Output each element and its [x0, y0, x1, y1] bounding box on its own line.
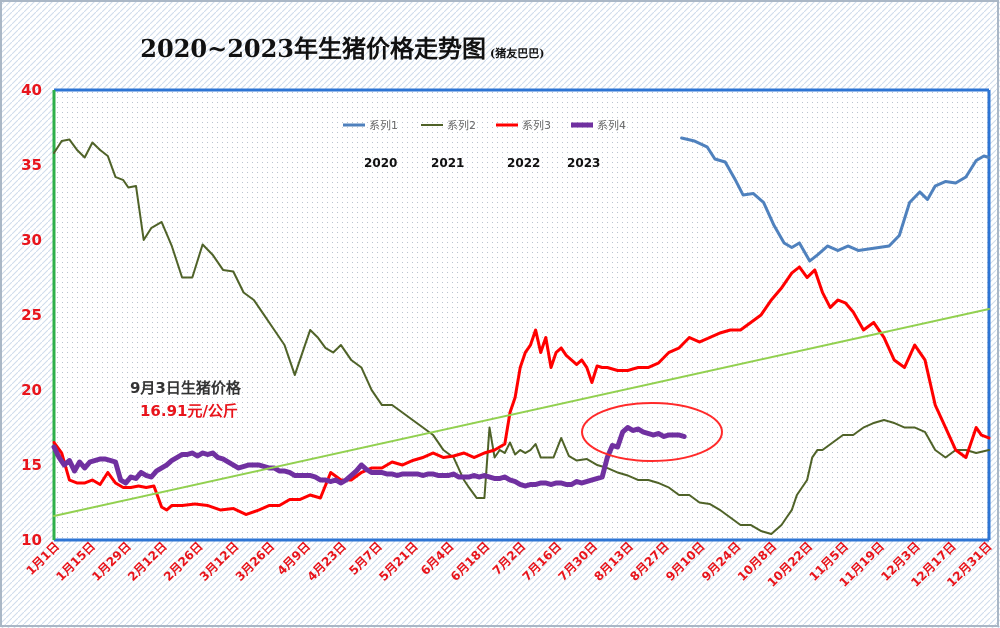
legend-year-2021: 2021 [431, 156, 464, 170]
legend-label-series2: 系列2 [447, 118, 476, 132]
legend: 系列1 系列2 系列3 系列4 2020 2021 2022 2023 [343, 118, 626, 170]
highlight-ellipse [581, 402, 723, 462]
trend-line [53, 308, 990, 517]
series-line-1 [680, 136, 991, 263]
chart-subtitle: (猪友巴巴) [490, 46, 544, 60]
chart-title: 2020~2023年生猪价格走势图 [140, 34, 486, 63]
annotation-price-label: 16.91元/公斤 [140, 402, 238, 420]
legend-year-2022: 2022 [507, 156, 540, 170]
y-tick-label: 15 [21, 456, 42, 474]
y-tick-label: 20 [21, 381, 42, 399]
y-tick-label: 40 [21, 81, 42, 99]
legend-label-series4: 系列4 [597, 118, 626, 132]
legend-year-2020: 2020 [364, 156, 397, 170]
annotation-date-label: 9月3日生猪价格 [130, 379, 242, 397]
y-tick-label: 25 [21, 306, 42, 324]
y-tick-label: 30 [21, 231, 42, 249]
legend-label-series3: 系列3 [522, 118, 551, 132]
series-line-2 [53, 138, 990, 535]
y-tick-label: 35 [21, 156, 42, 174]
series-line-4 [51, 425, 687, 489]
y-tick-labels: 10 15 20 25 30 35 40 [21, 81, 42, 549]
series-lines [51, 136, 991, 535]
y-tick-label: 10 [21, 531, 42, 549]
legend-year-2023: 2023 [567, 156, 600, 170]
series-line-3 [52, 265, 991, 516]
plot-area [54, 90, 989, 540]
legend-label-series1: 系列1 [369, 118, 398, 132]
